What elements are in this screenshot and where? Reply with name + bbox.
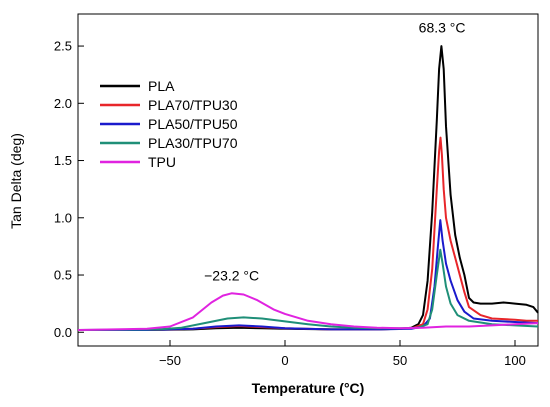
x-tick-label: 0 — [281, 353, 288, 368]
peak-annotation: −23.2 °C — [204, 268, 259, 284]
x-axis-ticks: −50 0 50 100 — [159, 340, 526, 368]
legend-label-1: PLA — [148, 78, 175, 94]
series-line-4 — [77, 248, 539, 331]
y-tick-label: 1.5 — [54, 153, 72, 168]
series-layer — [77, 45, 539, 331]
x-axis-label: Temperature (°C) — [252, 380, 365, 396]
x-tick-label: 100 — [504, 353, 526, 368]
y-tick-label: 2.0 — [54, 96, 72, 111]
y-tick-label: 0.0 — [54, 325, 72, 340]
series-line-1 — [78, 45, 539, 331]
x-tick-label: −50 — [159, 353, 181, 368]
y-tick-label: 0.5 — [54, 268, 72, 283]
y-axis-label: Tan Delta (deg) — [8, 133, 24, 229]
y-tick-label: 1.0 — [54, 210, 72, 225]
y-tick-label: 2.5 — [54, 39, 72, 54]
plot-area: −50 0 50 100 0.0 0.5 1.0 1.5 2.0 2.5 — [54, 13, 539, 368]
legend-label-2: PLA70/TPU30 — [148, 97, 238, 113]
plot-frame — [77, 13, 539, 347]
annotations: 68.3 °C −23.2 °C — [204, 19, 465, 283]
x-tick-label: 50 — [393, 353, 407, 368]
y-axis-ticks: 0.0 0.5 1.0 1.5 2.0 2.5 — [54, 39, 84, 340]
peak-annotation: 68.3 °C — [419, 19, 466, 35]
series-line-3 — [78, 219, 539, 331]
series-line-5 — [77, 292, 539, 331]
legend-label-5: TPU — [148, 154, 176, 170]
series-line-2 — [78, 136, 538, 331]
legend-label-3: PLA50/TPU50 — [148, 116, 238, 132]
legend: PLA PLA70/TPU30 PLA50/TPU50 PLA30/TPU70 TPU — [100, 78, 238, 170]
legend-label-4: PLA30/TPU70 — [148, 135, 238, 151]
